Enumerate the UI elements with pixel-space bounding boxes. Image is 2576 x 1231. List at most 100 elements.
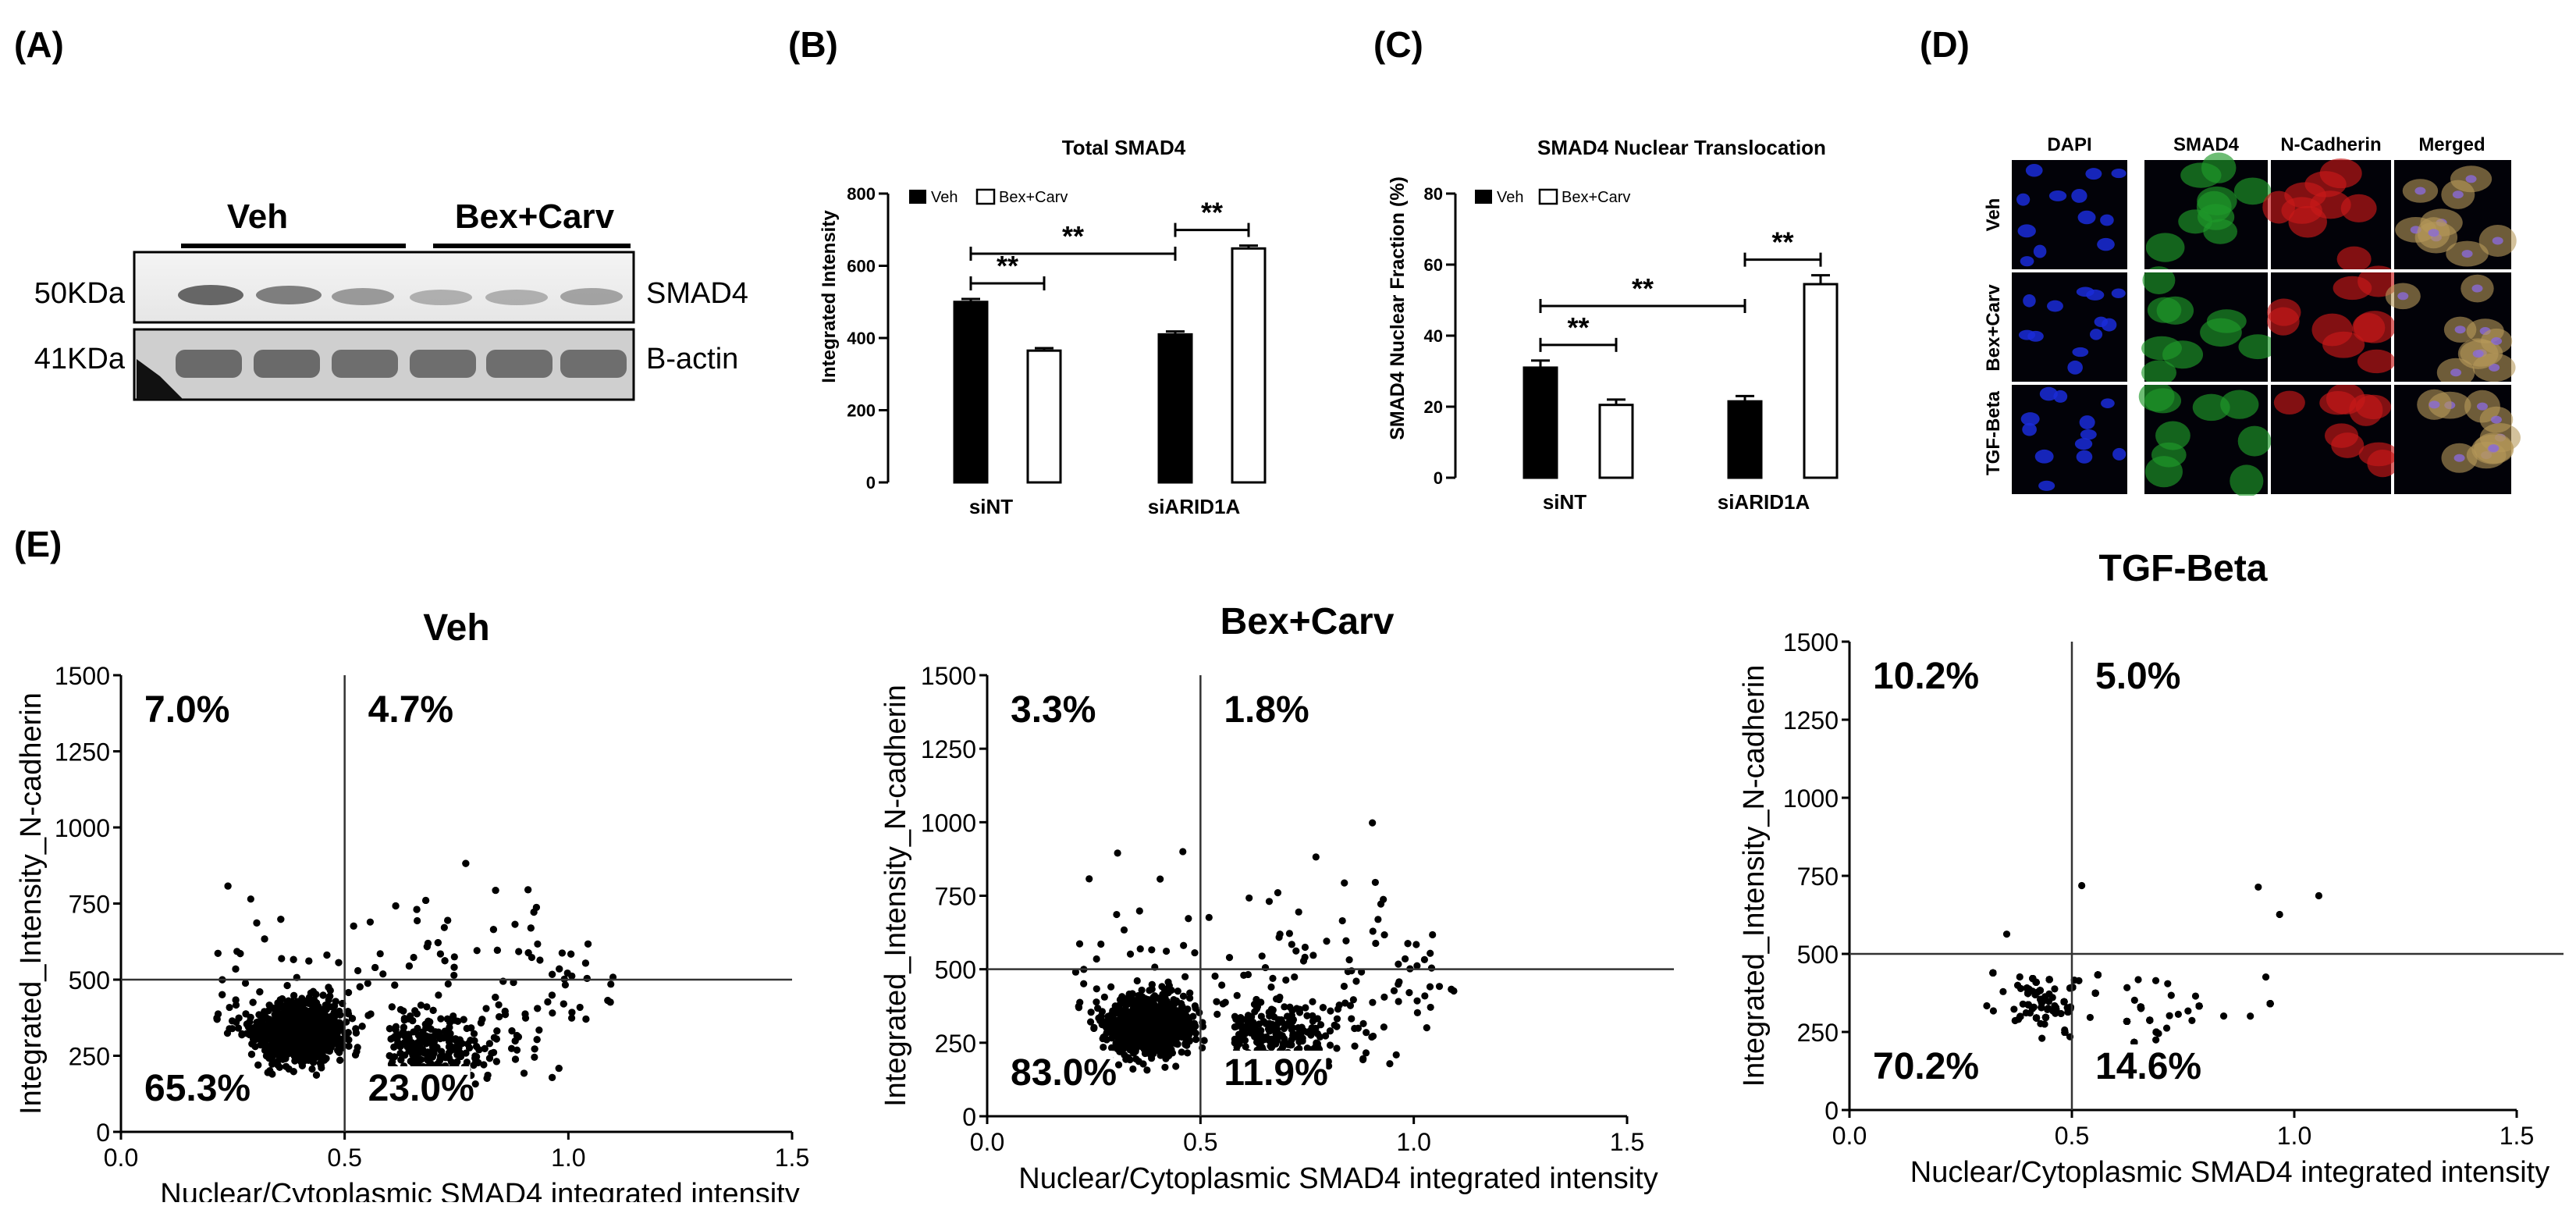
y-tick-label: 250 bbox=[935, 1030, 976, 1058]
data-point bbox=[524, 886, 532, 894]
data-point bbox=[2162, 1024, 2171, 1032]
data-point bbox=[584, 940, 592, 948]
data-point bbox=[2010, 1005, 2018, 1013]
data-point bbox=[232, 965, 240, 973]
data-point bbox=[2038, 1034, 2046, 1042]
data-point bbox=[1999, 987, 2007, 995]
data-point bbox=[405, 1030, 413, 1039]
data-point bbox=[241, 979, 250, 987]
data-point bbox=[251, 1043, 259, 1051]
chart-title: Veh bbox=[423, 607, 489, 649]
micro-row-bexcarv: Bex+Carv bbox=[1983, 284, 2004, 372]
data-point bbox=[1181, 1018, 1189, 1026]
quadrant-top-left-bg bbox=[140, 688, 227, 731]
data-point bbox=[1191, 1002, 1199, 1010]
data-point bbox=[1163, 1015, 1171, 1023]
data-point bbox=[492, 886, 499, 895]
data-point bbox=[391, 981, 399, 989]
data-point bbox=[263, 1022, 271, 1030]
data-point bbox=[232, 1001, 240, 1009]
data-point bbox=[606, 998, 614, 1006]
data-point bbox=[513, 1046, 521, 1054]
y-axis-label: Integrated_Intensity_N-cadherin bbox=[15, 692, 48, 1115]
data-point bbox=[1333, 1023, 1341, 1030]
y-tick-label: 80 bbox=[1424, 184, 1443, 204]
blot-mw-smad4: 50KDa bbox=[34, 277, 126, 310]
data-point bbox=[1143, 1009, 1151, 1016]
bar-bexcarv-sint bbox=[1026, 349, 1062, 484]
data-point bbox=[315, 1020, 323, 1029]
data-point bbox=[501, 1007, 509, 1016]
data-point bbox=[1120, 926, 1128, 934]
data-point bbox=[319, 1006, 327, 1014]
quadrant-bottom-left: 65.3% bbox=[144, 1068, 250, 1109]
data-point bbox=[511, 920, 519, 928]
data-point bbox=[477, 1019, 485, 1026]
data-point bbox=[1126, 950, 1135, 958]
legend-label-veh: Veh bbox=[1497, 189, 1523, 206]
data-point bbox=[286, 1049, 293, 1057]
nucleus bbox=[2077, 210, 2096, 225]
data-point bbox=[1273, 1037, 1281, 1044]
data-point bbox=[1093, 998, 1100, 1006]
data-point bbox=[568, 1009, 576, 1016]
data-point bbox=[1281, 1003, 1288, 1011]
data-point bbox=[423, 1003, 431, 1011]
data-point bbox=[335, 959, 343, 966]
data-point bbox=[1341, 879, 1348, 887]
data-point bbox=[285, 1013, 293, 1021]
cell bbox=[2233, 177, 2272, 205]
cell bbox=[2304, 171, 2347, 197]
y-tick-label: 500 bbox=[69, 966, 110, 994]
panel-label-d: (D) bbox=[1920, 24, 1970, 65]
data-point bbox=[1087, 1009, 1095, 1016]
data-point bbox=[1179, 992, 1188, 1000]
sig-label: ** bbox=[1567, 311, 1589, 343]
data-point bbox=[450, 953, 458, 961]
data-point bbox=[548, 991, 556, 999]
data-point bbox=[1155, 1030, 1163, 1037]
quadrant-top-left: 7.0% bbox=[144, 689, 229, 731]
legend-label-bexcarv: Bex+Carv bbox=[1562, 189, 1630, 206]
data-point bbox=[520, 1069, 528, 1077]
data-point bbox=[482, 1005, 490, 1012]
data-point bbox=[1342, 937, 1350, 945]
chart-total-smad4: Total SMAD4 Integrated Intensity 0200400… bbox=[819, 136, 1267, 518]
data-point bbox=[1286, 1003, 1294, 1011]
data-point bbox=[1257, 1012, 1265, 1020]
data-point bbox=[1129, 1065, 1137, 1073]
data-point bbox=[1097, 940, 1105, 948]
quadrant-bottom-right: 23.0% bbox=[368, 1068, 474, 1109]
data-point bbox=[290, 991, 298, 999]
data-point bbox=[251, 1036, 259, 1044]
data-point bbox=[1080, 980, 1088, 987]
data-point bbox=[429, 1006, 437, 1014]
data-point bbox=[1159, 991, 1167, 998]
data-point bbox=[397, 1056, 405, 1064]
data-point bbox=[1282, 976, 1290, 984]
data-point bbox=[1237, 1014, 1245, 1022]
data-point bbox=[1119, 1026, 1127, 1034]
bar-veh-sint bbox=[1523, 366, 1558, 479]
blot-actin-edge-artifact bbox=[137, 359, 183, 400]
data-point bbox=[1326, 1027, 1334, 1035]
data-point bbox=[2022, 1009, 2030, 1017]
data-point bbox=[423, 942, 431, 951]
data-point bbox=[325, 984, 332, 991]
data-point bbox=[493, 946, 501, 954]
data-point bbox=[1192, 1035, 1200, 1044]
scatter-points bbox=[1983, 881, 2323, 1046]
data-point bbox=[492, 993, 499, 1002]
data-point bbox=[582, 1015, 590, 1023]
nucleus bbox=[2079, 415, 2095, 429]
data-point bbox=[1251, 1033, 1259, 1041]
data-point bbox=[1174, 987, 1181, 995]
nucleus bbox=[2491, 337, 2503, 346]
data-point bbox=[496, 1012, 503, 1021]
sig-label: ** bbox=[1062, 220, 1084, 252]
cell bbox=[2144, 388, 2182, 414]
data-point bbox=[305, 957, 313, 965]
data-point bbox=[1162, 1004, 1170, 1012]
y-tick-label: 400 bbox=[847, 329, 876, 348]
